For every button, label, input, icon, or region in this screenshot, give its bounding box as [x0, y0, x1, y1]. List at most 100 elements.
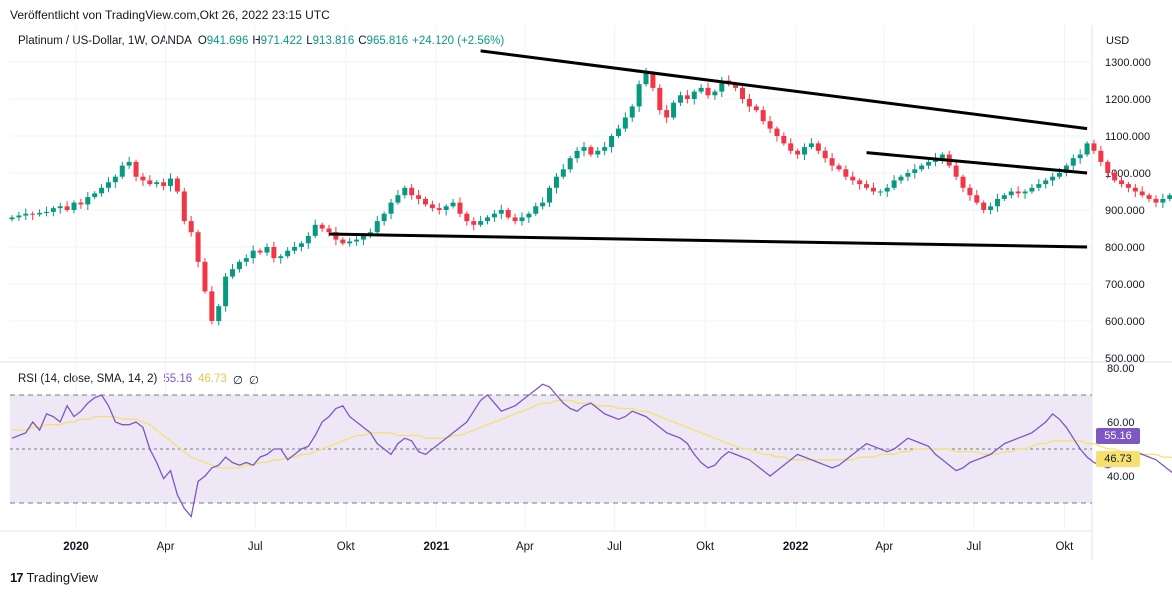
candle-body	[802, 147, 808, 155]
candle-body	[643, 73, 649, 85]
candle-body	[71, 202, 77, 210]
candle-body	[677, 95, 683, 103]
price-tick-label: 700.000	[1105, 279, 1145, 291]
candle-body	[409, 187, 415, 196]
candle-body	[209, 291, 215, 321]
price-tick-label: 500.000	[1105, 353, 1145, 365]
candle-body	[512, 217, 518, 222]
candle-body	[788, 143, 794, 151]
time-tick-label: Apr	[875, 541, 893, 553]
candle-body	[319, 224, 325, 229]
candle-body	[1001, 195, 1007, 199]
candle-body	[1036, 184, 1042, 188]
rsi-tick-label: 40.00	[1107, 471, 1135, 483]
candle-body	[381, 213, 387, 222]
close-label: C	[358, 35, 367, 47]
candle-body	[236, 261, 242, 270]
time-tick-label: Jul	[967, 541, 982, 553]
candle-body	[16, 215, 22, 218]
candle-body	[161, 182, 167, 186]
time-tick-label: Apr	[516, 541, 534, 553]
candle-body	[374, 221, 380, 233]
candle-body	[202, 261, 208, 292]
rsi-value-tag: 55.16	[1096, 428, 1140, 444]
currency-label: USD	[1106, 35, 1130, 47]
candle-body	[988, 206, 994, 210]
price-tick-label: 1300.000	[1105, 57, 1151, 69]
candle-body	[1050, 176, 1056, 181]
candle-body	[429, 204, 435, 209]
candle-body	[140, 176, 146, 181]
high-label: H	[252, 35, 261, 47]
time-tick-label: Jul	[248, 541, 263, 553]
candle-body	[781, 136, 787, 144]
candle-body	[994, 198, 1000, 207]
price-legend: Platinum / US-Dollar, 1W, OANDA O 941.696…	[18, 35, 508, 47]
price-tick-label: 1000.000	[1105, 168, 1151, 180]
candle-body	[298, 243, 304, 247]
candle-body	[498, 210, 504, 214]
candle-body	[1132, 187, 1138, 192]
candle-body	[926, 161, 932, 166]
time-tick-label: 2021	[424, 541, 450, 553]
candle-body	[815, 143, 821, 151]
candle-body	[485, 217, 491, 222]
candle-body	[753, 106, 759, 111]
candle-body	[292, 247, 298, 251]
candle-body	[843, 169, 849, 177]
rsi-na-1: ∅	[232, 375, 243, 387]
candle-body	[505, 210, 511, 218]
rsi-sma-legend-value: 46.73	[198, 373, 227, 385]
rsi-na-2: ∅	[248, 375, 259, 387]
candle-body	[595, 150, 601, 155]
candle-body	[278, 256, 284, 259]
candle-body	[967, 187, 973, 196]
candle-body	[1063, 165, 1069, 173]
candle-body	[99, 187, 105, 194]
candle-body	[257, 250, 263, 253]
candle-body	[850, 176, 856, 181]
candle-body	[622, 117, 628, 129]
candle-body	[1070, 158, 1076, 166]
candle-body	[553, 176, 559, 188]
candle-body	[347, 241, 353, 244]
price-tick-label: 800.000	[1105, 242, 1145, 254]
candle-body	[602, 147, 608, 151]
candle-body	[739, 87, 745, 99]
candle-body	[760, 110, 766, 122]
candle-body	[960, 176, 966, 188]
candle-body	[877, 191, 883, 193]
rsi-legend: RSI (14, close, SMA, 14, 2) 55.16 46.73 …	[18, 373, 259, 387]
candle-body	[1008, 191, 1014, 196]
candle-body	[250, 250, 256, 259]
candle-body	[360, 235, 366, 240]
candle-body	[939, 154, 945, 159]
candle-body	[133, 161, 139, 177]
candle-body	[712, 91, 718, 96]
trendline	[480, 49, 1088, 131]
candle-body	[443, 206, 449, 210]
candle-body	[746, 99, 752, 107]
tradingview-logo-icon: 17	[10, 570, 24, 585]
time-tick-label: Okt	[1055, 541, 1074, 553]
candle-body	[884, 187, 890, 192]
candle-body	[905, 173, 911, 177]
candle-body	[464, 213, 470, 222]
trendline	[328, 232, 1088, 249]
candle-body	[154, 182, 160, 185]
candle-body	[1139, 191, 1145, 196]
candle-body	[1029, 187, 1035, 192]
candle-body	[1022, 191, 1028, 194]
candle-body	[829, 158, 835, 166]
candle-body	[188, 221, 194, 233]
candle-body	[898, 176, 904, 181]
candle-body	[974, 195, 980, 203]
time-tick-label: 2022	[783, 541, 809, 553]
candle-body	[567, 158, 573, 170]
candle-body	[436, 208, 442, 210]
candle-body	[1084, 143, 1090, 155]
candle-body	[609, 136, 615, 148]
candle-body	[795, 150, 801, 155]
footer-brand: 17 TradingView	[10, 570, 98, 585]
